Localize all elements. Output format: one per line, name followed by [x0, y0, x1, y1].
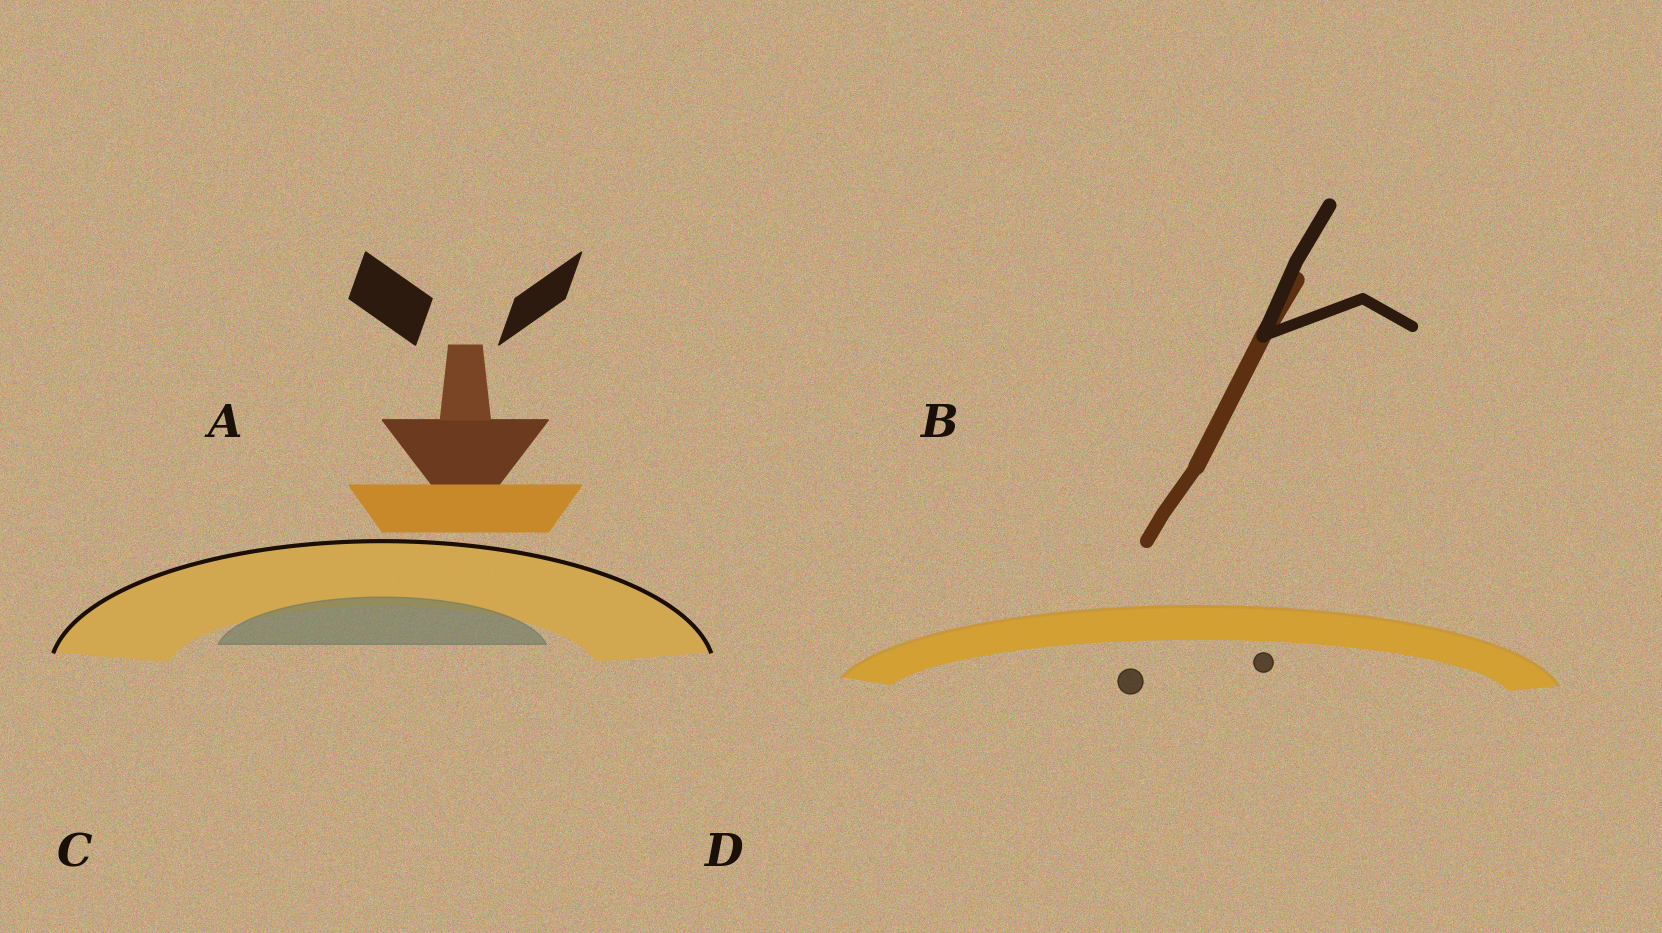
Text: C: C: [57, 832, 93, 875]
Polygon shape: [349, 485, 582, 532]
Polygon shape: [349, 252, 432, 345]
Polygon shape: [53, 541, 711, 661]
Polygon shape: [382, 420, 548, 485]
Polygon shape: [499, 252, 582, 345]
Text: B: B: [921, 403, 957, 446]
Text: A: A: [208, 403, 241, 446]
Polygon shape: [843, 606, 1557, 690]
Polygon shape: [218, 597, 547, 645]
Text: D: D: [703, 832, 743, 875]
Polygon shape: [440, 345, 490, 420]
